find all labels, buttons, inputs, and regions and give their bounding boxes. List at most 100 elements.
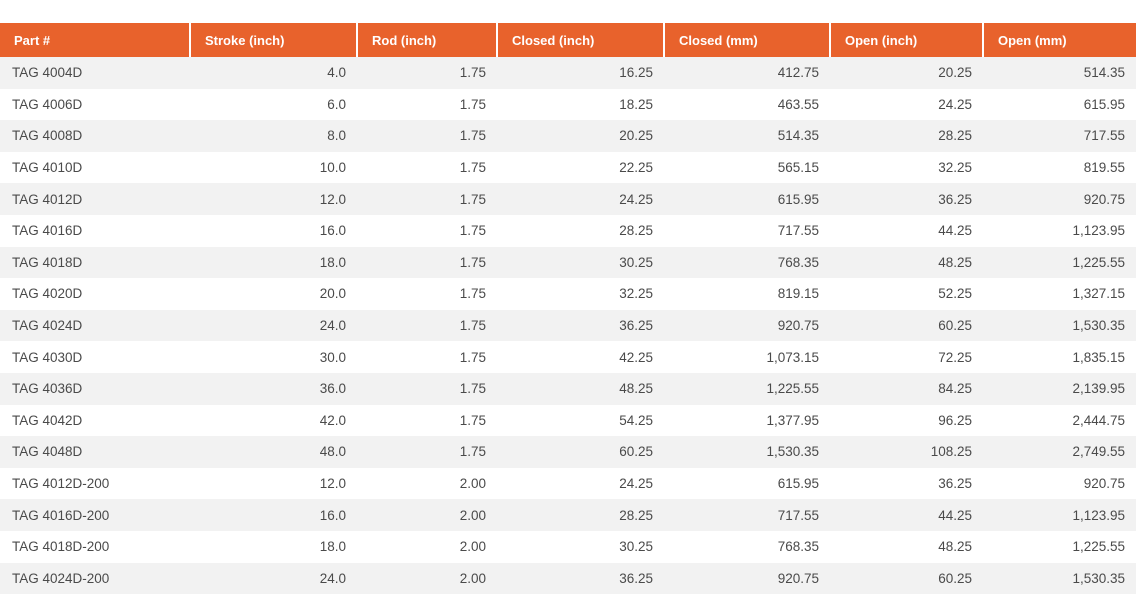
cell-part-number: TAG 4016D — [0, 215, 190, 247]
table-row: TAG 4012D 12.0 1.75 24.25 615.95 36.25 9… — [0, 183, 1136, 215]
cell-part-number: TAG 4018D-200 — [0, 531, 190, 563]
cell-rod-inch: 1.75 — [357, 405, 497, 437]
cell-closed-mm: 615.95 — [664, 468, 830, 500]
column-header-part-number: Part # — [0, 23, 190, 57]
table-header: Part # Stroke (inch) Rod (inch) Closed (… — [0, 23, 1136, 57]
cell-open-inch: 60.25 — [830, 563, 983, 594]
cell-open-inch: 36.25 — [830, 468, 983, 500]
cell-closed-mm: 920.75 — [664, 310, 830, 342]
table-row: TAG 4024D 24.0 1.75 36.25 920.75 60.25 1… — [0, 310, 1136, 342]
table-body: TAG 4004D 4.0 1.75 16.25 412.75 20.25 51… — [0, 57, 1136, 594]
cell-part-number: TAG 4030D — [0, 341, 190, 373]
cell-open-inch: 72.25 — [830, 341, 983, 373]
cell-open-mm: 1,123.95 — [983, 215, 1136, 247]
column-header-open-inch: Open (inch) — [830, 23, 983, 57]
cell-closed-inch: 18.25 — [497, 89, 664, 121]
cell-part-number: TAG 4016D-200 — [0, 499, 190, 531]
cell-closed-inch: 30.25 — [497, 247, 664, 279]
table-row: TAG 4010D 10.0 1.75 22.25 565.15 32.25 8… — [0, 152, 1136, 184]
cell-stroke-inch: 18.0 — [190, 531, 357, 563]
cell-rod-inch: 1.75 — [357, 152, 497, 184]
cell-part-number: TAG 4042D — [0, 405, 190, 437]
cell-open-inch: 48.25 — [830, 531, 983, 563]
actuator-spec-table: Part # Stroke (inch) Rod (inch) Closed (… — [0, 23, 1136, 594]
cell-stroke-inch: 20.0 — [190, 278, 357, 310]
cell-open-mm: 717.55 — [983, 120, 1136, 152]
cell-closed-inch: 16.25 — [497, 57, 664, 89]
cell-closed-inch: 30.25 — [497, 531, 664, 563]
cell-part-number: TAG 4020D — [0, 278, 190, 310]
cell-open-mm: 2,444.75 — [983, 405, 1136, 437]
cell-closed-inch: 60.25 — [497, 436, 664, 468]
table-row: TAG 4048D 48.0 1.75 60.25 1,530.35 108.2… — [0, 436, 1136, 468]
column-header-stroke-inch: Stroke (inch) — [190, 23, 357, 57]
table-row: TAG 4030D 30.0 1.75 42.25 1,073.15 72.25… — [0, 341, 1136, 373]
cell-closed-inch: 22.25 — [497, 152, 664, 184]
cell-closed-mm: 1,377.95 — [664, 405, 830, 437]
cell-stroke-inch: 18.0 — [190, 247, 357, 279]
cell-open-inch: 108.25 — [830, 436, 983, 468]
cell-stroke-inch: 10.0 — [190, 152, 357, 184]
cell-closed-mm: 1,530.35 — [664, 436, 830, 468]
cell-rod-inch: 1.75 — [357, 57, 497, 89]
cell-closed-inch: 28.25 — [497, 499, 664, 531]
cell-stroke-inch: 4.0 — [190, 57, 357, 89]
cell-open-inch: 20.25 — [830, 57, 983, 89]
cell-closed-mm: 514.35 — [664, 120, 830, 152]
cell-closed-mm: 717.55 — [664, 215, 830, 247]
cell-part-number: TAG 4004D — [0, 57, 190, 89]
cell-rod-inch: 2.00 — [357, 468, 497, 500]
cell-stroke-inch: 6.0 — [190, 89, 357, 121]
cell-closed-inch: 36.25 — [497, 310, 664, 342]
table-row: TAG 4018D-200 18.0 2.00 30.25 768.35 48.… — [0, 531, 1136, 563]
cell-stroke-inch: 24.0 — [190, 310, 357, 342]
cell-rod-inch: 1.75 — [357, 373, 497, 405]
cell-open-mm: 1,835.15 — [983, 341, 1136, 373]
cell-open-inch: 52.25 — [830, 278, 983, 310]
cell-rod-inch: 1.75 — [357, 247, 497, 279]
cell-stroke-inch: 16.0 — [190, 215, 357, 247]
cell-open-mm: 1,225.55 — [983, 247, 1136, 279]
column-header-closed-inch: Closed (inch) — [497, 23, 664, 57]
spec-table-container: Part # Stroke (inch) Rod (inch) Closed (… — [0, 23, 1136, 594]
table-row: TAG 4018D 18.0 1.75 30.25 768.35 48.25 1… — [0, 247, 1136, 279]
cell-part-number: TAG 4024D-200 — [0, 563, 190, 594]
cell-stroke-inch: 48.0 — [190, 436, 357, 468]
cell-stroke-inch: 42.0 — [190, 405, 357, 437]
cell-rod-inch: 2.00 — [357, 499, 497, 531]
cell-open-mm: 920.75 — [983, 468, 1136, 500]
cell-closed-mm: 412.75 — [664, 57, 830, 89]
table-row: TAG 4016D 16.0 1.75 28.25 717.55 44.25 1… — [0, 215, 1136, 247]
cell-closed-mm: 768.35 — [664, 531, 830, 563]
cell-rod-inch: 2.00 — [357, 531, 497, 563]
cell-closed-mm: 1,073.15 — [664, 341, 830, 373]
cell-rod-inch: 1.75 — [357, 215, 497, 247]
cell-open-mm: 1,225.55 — [983, 531, 1136, 563]
cell-open-mm: 514.35 — [983, 57, 1136, 89]
table-row: TAG 4006D 6.0 1.75 18.25 463.55 24.25 61… — [0, 89, 1136, 121]
cell-rod-inch: 1.75 — [357, 310, 497, 342]
cell-closed-mm: 768.35 — [664, 247, 830, 279]
column-header-closed-mm: Closed (mm) — [664, 23, 830, 57]
cell-open-mm: 920.75 — [983, 183, 1136, 215]
cell-closed-inch: 36.25 — [497, 563, 664, 594]
cell-open-inch: 96.25 — [830, 405, 983, 437]
cell-open-inch: 44.25 — [830, 215, 983, 247]
cell-closed-mm: 1,225.55 — [664, 373, 830, 405]
table-row: TAG 4036D 36.0 1.75 48.25 1,225.55 84.25… — [0, 373, 1136, 405]
table-row: TAG 4016D-200 16.0 2.00 28.25 717.55 44.… — [0, 499, 1136, 531]
table-row: TAG 4004D 4.0 1.75 16.25 412.75 20.25 51… — [0, 57, 1136, 89]
cell-part-number: TAG 4010D — [0, 152, 190, 184]
cell-part-number: TAG 4018D — [0, 247, 190, 279]
cell-open-inch: 60.25 — [830, 310, 983, 342]
cell-open-mm: 1,123.95 — [983, 499, 1136, 531]
table-row: TAG 4042D 42.0 1.75 54.25 1,377.95 96.25… — [0, 405, 1136, 437]
cell-rod-inch: 1.75 — [357, 183, 497, 215]
cell-open-inch: 24.25 — [830, 89, 983, 121]
cell-closed-inch: 32.25 — [497, 278, 664, 310]
cell-rod-inch: 1.75 — [357, 278, 497, 310]
cell-closed-inch: 24.25 — [497, 468, 664, 500]
cell-open-inch: 44.25 — [830, 499, 983, 531]
cell-open-mm: 1,327.15 — [983, 278, 1136, 310]
column-header-rod-inch: Rod (inch) — [357, 23, 497, 57]
